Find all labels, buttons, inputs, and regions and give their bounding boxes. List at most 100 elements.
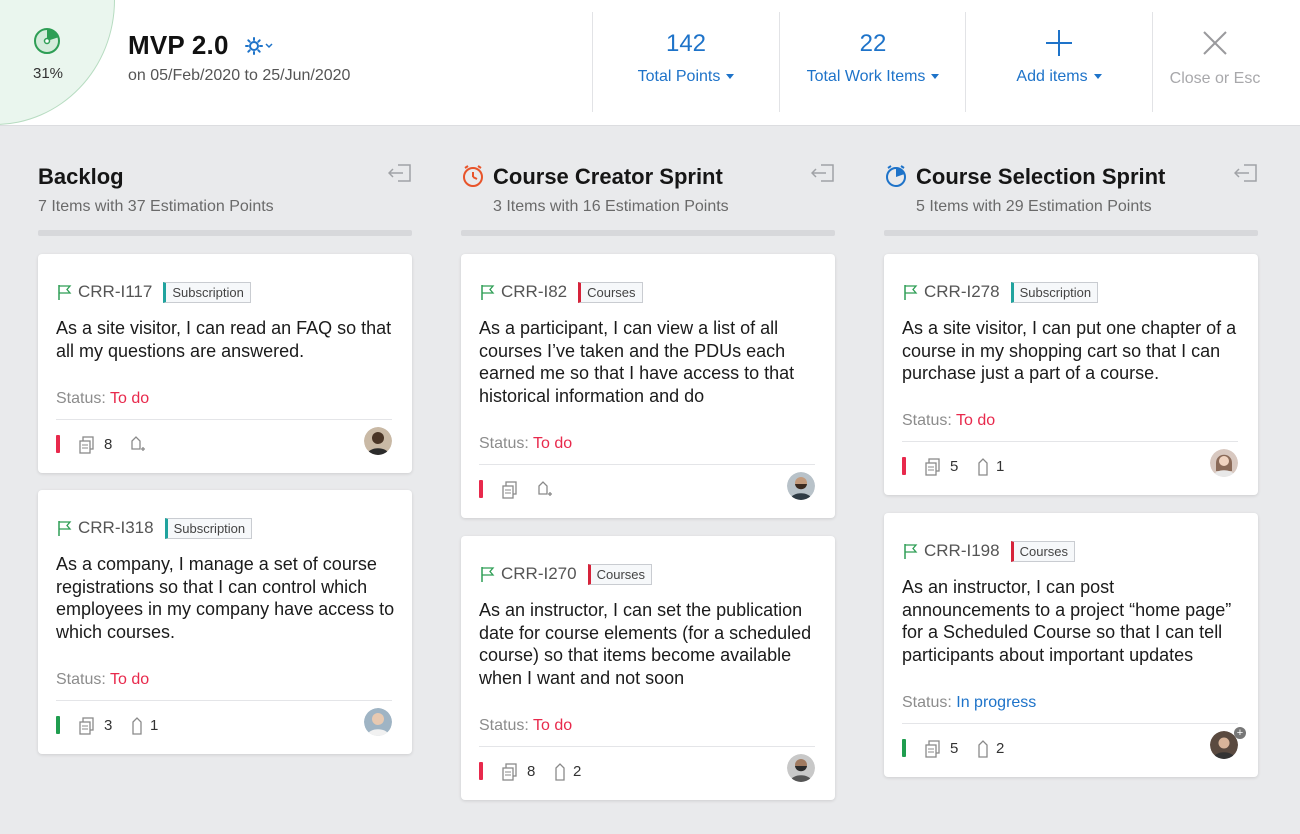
assignee-avatar-icon[interactable] (1210, 731, 1238, 759)
status-value[interactable]: To do (532, 435, 573, 452)
assignee-avatar-icon[interactable] (1210, 449, 1238, 477)
collapse-column-icon[interactable] (388, 163, 412, 183)
priority-indicator (56, 716, 60, 734)
settings-gear-icon[interactable] (244, 36, 274, 56)
work-item-id[interactable]: CRR-I278 (924, 282, 1000, 301)
add-items-button[interactable]: Add items (966, 0, 1152, 125)
column-title: Backlog (38, 164, 124, 189)
close-button[interactable]: Close or Esc (1153, 0, 1277, 125)
work-item-card[interactable]: CRR-I278 Subscription As a site visitor,… (884, 254, 1258, 495)
column-title: Course Selection Sprint (916, 164, 1166, 189)
attachment-icon (978, 458, 988, 476)
status-value[interactable]: To do (955, 412, 996, 429)
tag-badge: Subscription (1010, 281, 1099, 303)
assignee-avatar-icon[interactable] (364, 708, 392, 736)
flag-icon (481, 567, 495, 582)
subtasks-count: 5 (950, 458, 959, 475)
assignee-avatar-icon[interactable] (787, 754, 815, 782)
status-row: Status: To do (56, 671, 149, 689)
status-row: Status: In progress (902, 694, 1036, 712)
status-value[interactable]: To do (109, 671, 150, 688)
caret-down-icon (1093, 74, 1102, 80)
subtasks-count: 8 (104, 436, 113, 453)
caret-down-icon (931, 74, 940, 80)
card-divider (56, 419, 392, 420)
work-item-card[interactable]: CRR-I82 Courses As a participant, I can … (461, 254, 835, 518)
status-label: Status: (56, 671, 106, 688)
work-item-text: As a company, I manage a set of course r… (56, 554, 395, 642)
column-backlog: Backlog 7 Items with 37 Estimation Point… (38, 126, 412, 754)
total-work-items-value: 22 (859, 30, 887, 57)
work-item-id[interactable]: CRR-I82 (501, 282, 568, 301)
priority-indicator (902, 457, 906, 475)
priority-indicator (56, 435, 60, 453)
card-divider (479, 464, 815, 465)
card-divider (902, 441, 1238, 442)
subtasks-count: 5 (950, 740, 959, 757)
sprint-timer-blue-icon (886, 165, 906, 187)
subtasks-count: 8 (527, 763, 536, 780)
card-divider (479, 746, 815, 747)
header-divider (779, 12, 780, 112)
collapse-column-icon[interactable] (811, 163, 835, 183)
add-items-label: Add items (1016, 68, 1088, 85)
add-attachment-icon[interactable] (535, 480, 553, 500)
subtasks-icon (502, 481, 517, 499)
column-course-creator-sprint: Course Creator Sprint 3 Items with 16 Es… (461, 126, 835, 800)
work-item-card[interactable]: CRR-I198 Courses As an instructor, I can… (884, 513, 1258, 777)
status-label: Status: (479, 717, 529, 734)
card-divider (902, 723, 1238, 724)
header-divider (1152, 12, 1153, 112)
work-item-text: As an instructor, I can post announcemen… (902, 577, 1232, 665)
card-footer: 5 2 + (902, 727, 1246, 761)
attachments-count: 2 (996, 740, 1005, 757)
status-label: Status: (902, 694, 952, 711)
attachment-icon (555, 763, 565, 781)
status-row: Status: To do (902, 412, 995, 430)
assignee-avatar-icon[interactable] (787, 472, 815, 500)
progress-corner (0, 0, 115, 125)
work-item-id[interactable]: CRR-I117 (78, 282, 153, 301)
attachments-count: 1 (150, 717, 159, 734)
status-value[interactable]: To do (109, 390, 150, 407)
flag-icon (58, 521, 72, 536)
tag-badge: Courses (578, 281, 643, 303)
subtasks-count: 3 (104, 717, 113, 734)
work-item-id[interactable]: CRR-I270 (501, 564, 577, 583)
card-footer: 8 2 (479, 754, 815, 784)
column-progress-bar (461, 230, 835, 236)
flag-icon (904, 285, 918, 300)
work-item-card[interactable]: CRR-I318 Subscription As a company, I ma… (38, 490, 412, 754)
collapse-column-icon[interactable] (1234, 163, 1258, 183)
flag-icon (58, 285, 72, 300)
total-points-dropdown[interactable]: 142 Total Points (593, 0, 779, 125)
work-item-card[interactable]: CRR-I117 Subscription As a site visitor,… (38, 254, 412, 473)
project-header: 31% MVP 2.0 on 05/Feb/2020 to 25/Jun/202… (0, 0, 1300, 126)
assignee-avatar-icon[interactable] (364, 427, 392, 455)
work-item-id[interactable]: CRR-I318 (78, 518, 154, 537)
work-item-id[interactable]: CRR-I198 (924, 541, 1000, 560)
card-footer: 3 1 (56, 708, 392, 738)
total-work-items-dropdown[interactable]: 22 Total Work Items (780, 0, 966, 125)
priority-indicator (479, 762, 483, 780)
status-value[interactable]: To do (532, 717, 573, 734)
attachments-count: 1 (996, 458, 1005, 475)
column-header: Backlog 7 Items with 37 Estimation Point… (38, 126, 412, 236)
card-footer: 8 (56, 427, 392, 457)
column-course-selection-sprint: Course Selection Sprint 5 Items with 29 … (884, 126, 1258, 777)
card-footer (479, 472, 815, 502)
caret-down-icon (726, 74, 735, 80)
work-item-card[interactable]: CRR-I270 Courses As an instructor, I can… (461, 536, 835, 800)
subtasks-icon (925, 740, 940, 758)
status-value[interactable]: In progress (956, 694, 1037, 711)
close-icon (1203, 31, 1227, 55)
add-attachment-icon[interactable] (128, 435, 146, 455)
status-label: Status: (479, 435, 529, 452)
add-assignee-icon[interactable]: + (1234, 727, 1246, 739)
tag-badge: Courses (587, 563, 653, 585)
total-work-items-label: Total Work Items (806, 68, 926, 85)
attachment-icon (978, 740, 988, 758)
attachment-icon (132, 717, 142, 735)
header-divider (592, 12, 593, 112)
attachments-count: 2 (573, 763, 582, 780)
